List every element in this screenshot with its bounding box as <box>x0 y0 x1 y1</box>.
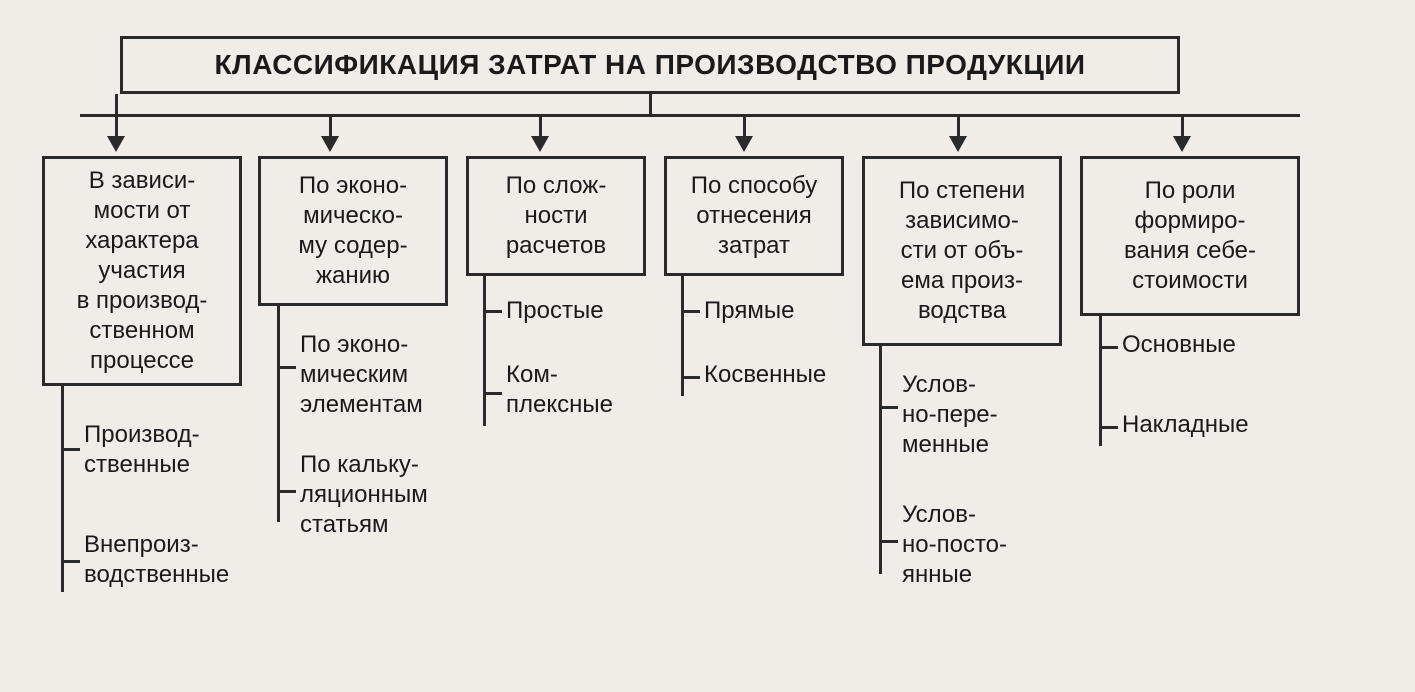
category-box-2: По слож-ностирасчетов <box>466 156 646 276</box>
category-box-4: По степенизависимо-сти от объ-ема произ-… <box>862 156 1062 346</box>
item-0-0: Производ-ственные <box>84 420 200 480</box>
tick-0-1 <box>62 560 80 563</box>
item-5-0: Основные <box>1122 330 1236 360</box>
item-4-1: Услов-но-посто-янные <box>902 500 1007 590</box>
tick-5-1 <box>1100 426 1118 429</box>
category-box-0: В зависи-мости отхарактераучастияв произ… <box>42 156 242 386</box>
tick-3-1 <box>682 376 700 379</box>
category-box-1: По эконо-мическо-му содер-жанию <box>258 156 448 306</box>
arrow-head-2 <box>531 136 549 152</box>
arrow-head-1 <box>321 136 339 152</box>
stem-2 <box>483 276 486 426</box>
diagram-title: КЛАССИФИКАЦИЯ ЗАТРАТ НА ПРОИЗВОДСТВО ПРО… <box>120 36 1180 94</box>
item-2-0: Простые <box>506 296 604 326</box>
tick-5-0 <box>1100 346 1118 349</box>
item-2-1: Ком-плексные <box>506 360 613 420</box>
connector-bar <box>80 114 1300 117</box>
category-box-3: По способуотнесениязатрат <box>664 156 844 276</box>
item-0-1: Внепроиз-водственные <box>84 530 229 590</box>
item-3-1: Косвенные <box>704 360 826 390</box>
arrow-line-0 <box>115 94 118 140</box>
item-4-0: Услов-но-пере-менные <box>902 370 998 460</box>
tick-3-0 <box>682 310 700 313</box>
arrow-head-5 <box>1173 136 1191 152</box>
item-5-1: Накладные <box>1122 410 1249 440</box>
item-1-1: По кальку-ляционнымстатьям <box>300 450 428 540</box>
tick-4-0 <box>880 406 898 409</box>
arrow-head-3 <box>735 136 753 152</box>
item-3-0: Прямые <box>704 296 794 326</box>
tick-4-1 <box>880 540 898 543</box>
tick-2-1 <box>484 392 502 395</box>
tick-2-0 <box>484 310 502 313</box>
arrow-head-4 <box>949 136 967 152</box>
tick-1-0 <box>278 366 296 369</box>
category-box-5: По ролиформиро-вания себе-стоимости <box>1080 156 1300 316</box>
title-stem <box>649 94 652 114</box>
item-1-0: По эконо-мическимэлементам <box>300 330 423 420</box>
tick-1-1 <box>278 490 296 493</box>
arrow-head-0 <box>107 136 125 152</box>
tick-0-0 <box>62 448 80 451</box>
